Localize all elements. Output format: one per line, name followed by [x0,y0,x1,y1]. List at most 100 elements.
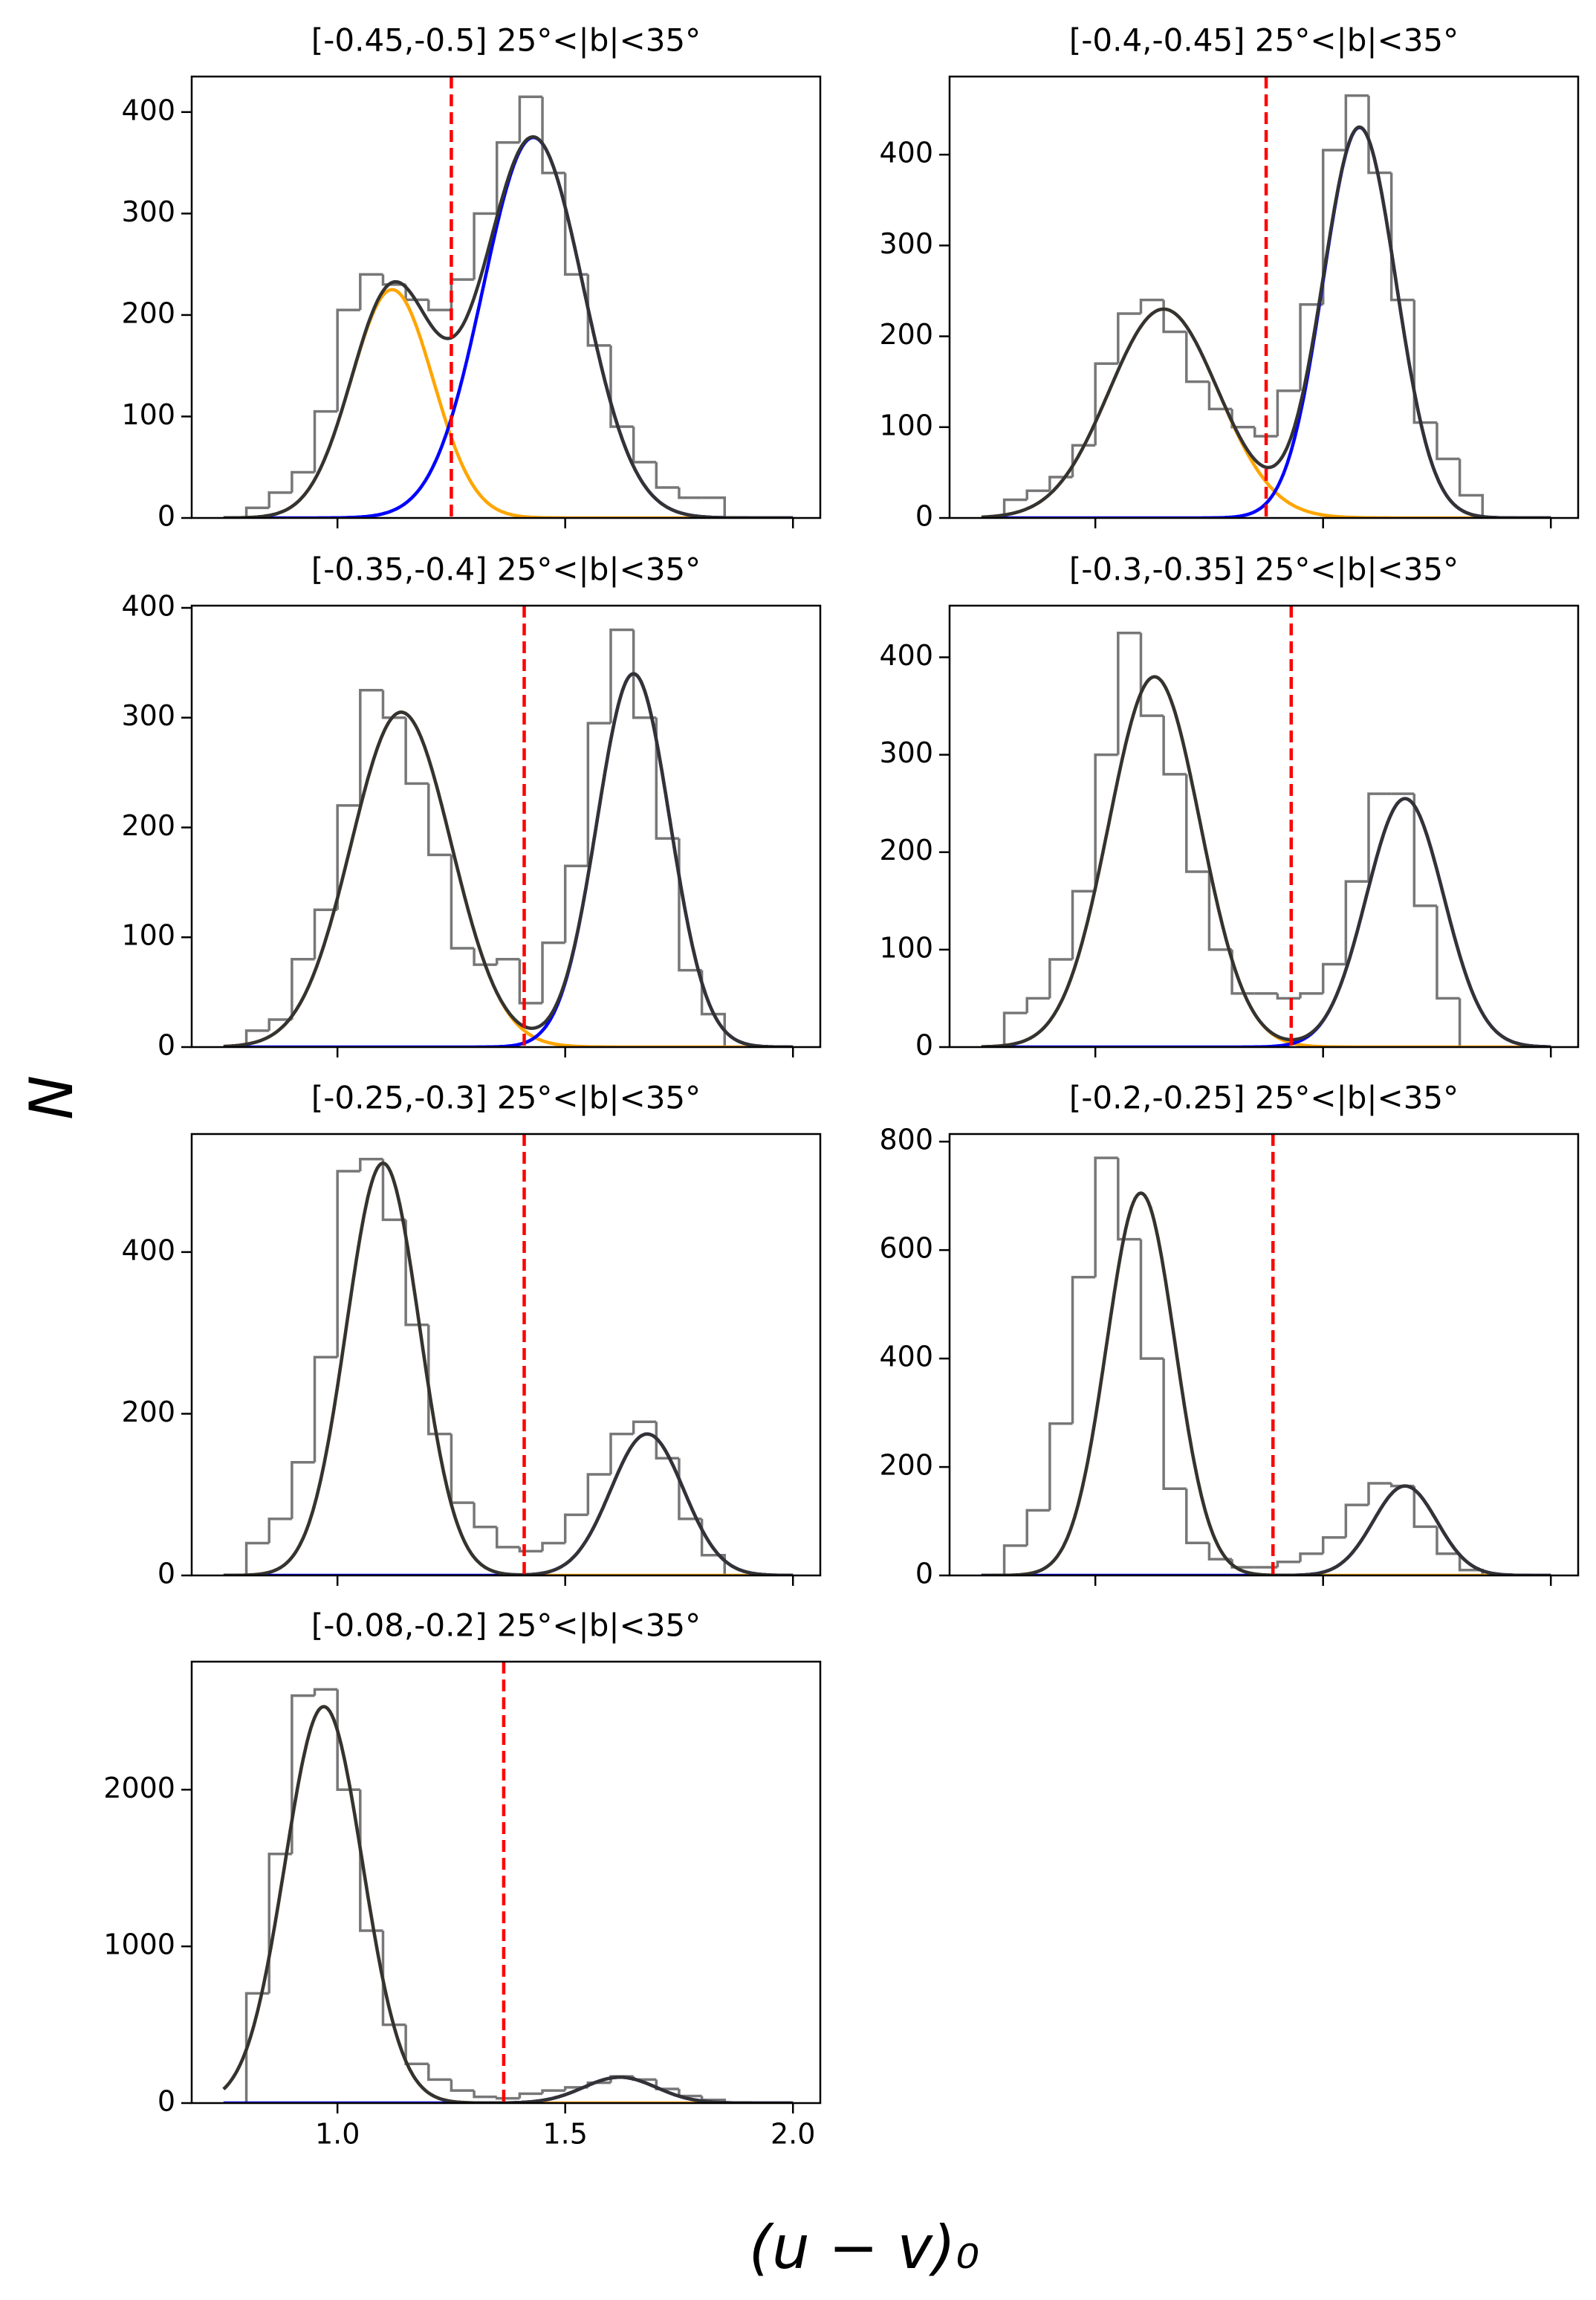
y-tick-label: 100 [121,398,175,431]
histogram-step [541,97,565,175]
histogram-step [381,1931,406,2027]
y-tick-label: 200 [879,318,933,351]
histogram-step [586,1473,611,1515]
component-curve [981,1191,1551,1575]
y-tick-label: 200 [121,809,175,842]
panel: [-0.3,-0.35] 25°<|b|<35° 0 100 200 300 400 [879,551,1580,1062]
total-curve [223,672,794,1047]
histogram-step [1071,1275,1096,1424]
y-tick-label: 600 [879,1232,933,1265]
histogram-step [1299,303,1323,391]
histogram-step [1367,1482,1392,1506]
histogram-step [404,717,429,785]
panel-title: [-0.35,-0.4] 25°<|b|<35° [311,551,701,588]
histogram-step [700,1518,727,1575]
histogram-step [473,1503,497,1529]
panel: [-0.08,-0.2] 25°<|b|<35° 0 1000 2000 1.0 1.5 2… [103,1607,822,2151]
histogram-step [1185,774,1210,873]
histogram-step [336,1170,360,1358]
plot-area [223,606,794,1047]
histogram-step [701,496,727,518]
histogram-step [586,722,611,866]
histogram-step [1185,1488,1210,1544]
component-curve [981,797,1551,1047]
histogram-step [1162,716,1187,776]
panel-title: [-0.45,-0.5] 25°<|b|<35° [311,22,701,59]
histogram-step [381,690,406,719]
histogram-step [427,1324,452,1436]
panel: [-0.2,-0.25] 25°<|b|<35° 0 200 400 600 800 [879,1080,1580,1590]
histogram-step [450,2079,475,2092]
histogram-step [495,1526,520,1549]
histogram-step [359,1157,383,1172]
histogram-step [1458,1553,1485,1575]
panel-title: [-0.08,-0.2] 25°<|b|<35° [311,1607,701,1644]
component-curve [223,288,794,518]
histogram-step [1139,298,1164,314]
histogram-step [1025,489,1050,500]
histogram-step [1094,753,1118,892]
histogram-step [1299,992,1323,999]
axes-frame [190,1133,822,1577]
histogram-step [1276,993,1301,1000]
y-tick-label: 100 [879,931,933,964]
y-tick-label: 400 [121,94,175,126]
histogram-step [291,1460,315,1519]
histogram-step [1117,1158,1141,1241]
histogram-step [1230,1559,1255,1569]
panel: [-0.25,-0.3] 25°<|b|<35° 0 200 400 [121,1080,822,1590]
histogram-step [632,629,657,719]
y-tick-label: 800 [879,1124,933,1156]
y-tick-label: 0 [915,500,933,533]
y-tick-label: 1000 [103,1928,175,1961]
histogram-step [609,628,634,724]
histogram-step [1389,172,1415,302]
y-tick-label: 100 [121,919,175,952]
histogram-step [1117,312,1141,364]
histogram-step [495,2096,520,2100]
histogram-step [632,1420,657,1434]
histogram-step [1048,1422,1073,1511]
histogram-step [291,1694,315,1854]
histogram-step [267,1852,292,1994]
histogram-step [244,506,270,518]
total-curve [222,1705,794,2103]
histogram-step [381,274,406,286]
histogram-step [404,2024,429,2066]
y-tick-label: 0 [158,1029,175,1062]
histogram-step [1412,794,1437,907]
total-curve [981,675,1551,1047]
axes-frame [190,1660,822,2105]
histogram-step [1276,1561,1301,1568]
panel-title: [-0.3,-0.35] 25°<|b|<35° [1069,551,1459,588]
histogram-step [1162,1358,1187,1490]
histogram-step [1253,427,1278,438]
histogram-step [1412,299,1437,424]
y-tick-label: 0 [158,1558,175,1590]
panel: [-0.45,-0.5] 25°<|b|<35° 0 100 200 300 400 [121,22,822,533]
y-tick-label: 200 [879,834,933,866]
plot-area [981,77,1551,518]
axes-frame [190,604,822,1049]
histogram-step [1185,331,1210,383]
y-tick-label: 400 [879,639,933,672]
y-tick-label: 200 [879,1449,933,1482]
histogram-step [473,2090,497,2099]
histogram-step [473,948,497,966]
histogram-step [518,1546,543,1553]
histogram-step [1162,299,1187,334]
component-curve [223,135,794,518]
histogram-step [1344,94,1369,150]
histogram-step [609,1432,634,1475]
histogram-step [518,959,543,1005]
y-tick-label: 200 [121,1396,175,1428]
histogram-step [655,1422,679,1460]
total-curve [223,1161,794,1575]
histogram-step [1139,632,1164,717]
x-axis-label: (u − v)₀ [749,2213,979,2282]
component-curve [223,672,794,1047]
histogram-step [1002,1011,1028,1047]
histogram-step [700,970,727,1047]
histogram-step [427,299,452,311]
